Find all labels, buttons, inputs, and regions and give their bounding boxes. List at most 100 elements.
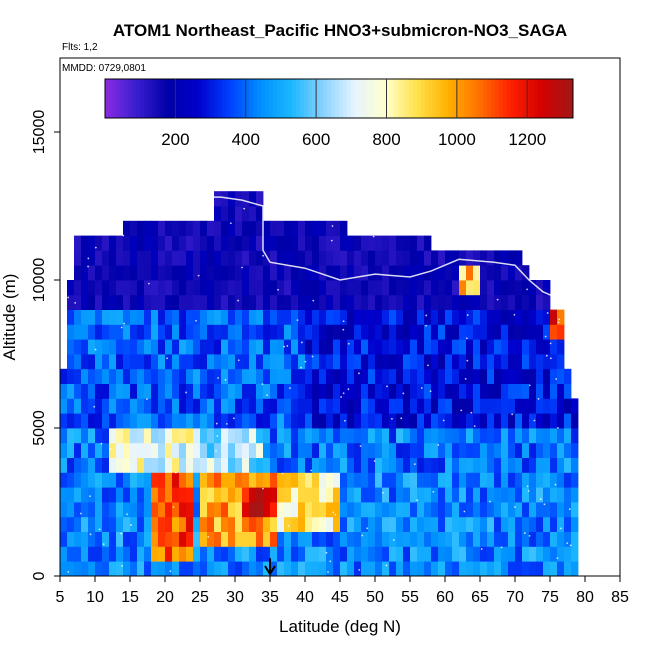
heatmap-cell [137, 354, 145, 370]
heatmap-cell [116, 383, 124, 399]
heatmap-cell [158, 502, 166, 518]
heatmap-cell [515, 457, 523, 473]
heatmap-cell [417, 457, 425, 473]
heatmap-cell [459, 561, 467, 577]
heatmap-cell [291, 502, 299, 518]
heatmap-cell [151, 561, 159, 577]
heatmap-cell [151, 324, 159, 340]
heatmap-cell [228, 398, 236, 414]
heatmap-cell [529, 368, 537, 384]
heatmap-cell [438, 457, 446, 473]
heatmap-cell [473, 516, 481, 532]
heatmap-cell [81, 561, 89, 577]
heatmap-cell [263, 220, 271, 236]
heatmap-cell [564, 457, 572, 473]
heatmap-cell [466, 516, 474, 532]
heatmap-cell [438, 294, 446, 310]
heatmap-cell [473, 354, 481, 370]
heatmap-cell [403, 294, 411, 310]
sample-point [224, 378, 227, 381]
heatmap-cell [228, 250, 236, 266]
heatmap-cell [354, 516, 362, 532]
heatmap-cell [473, 546, 481, 562]
sample-point [381, 491, 384, 494]
heatmap-cell [550, 516, 558, 532]
heatmap-cell [193, 413, 201, 429]
heatmap-cell [431, 457, 439, 473]
heatmap-cell [389, 398, 397, 414]
heatmap-cell [186, 398, 194, 414]
heatmap-cell [340, 472, 348, 488]
heatmap-cell [256, 206, 264, 222]
heatmap-cell [228, 220, 236, 236]
sample-point [243, 207, 246, 210]
heatmap-cell [396, 442, 404, 458]
heatmap-cell [354, 413, 362, 429]
sample-point [361, 534, 364, 537]
heatmap-cell [529, 561, 537, 577]
sample-point [432, 490, 435, 493]
heatmap-cell [95, 354, 103, 370]
heatmap-cell [319, 428, 327, 444]
heatmap-cell [235, 516, 243, 532]
heatmap-cell [508, 457, 516, 473]
heatmap-cell [501, 442, 509, 458]
heatmap-cell [319, 457, 327, 473]
heatmap-cell [228, 339, 236, 355]
heatmap-cell [298, 428, 306, 444]
heatmap-cell [354, 324, 362, 340]
heatmap-cell [137, 502, 145, 518]
heatmap-cell [228, 294, 236, 310]
heatmap-cell [214, 383, 222, 399]
colorbar-segment [323, 79, 328, 118]
heatmap-cell [431, 487, 439, 503]
heatmap-cell [333, 250, 341, 266]
heatmap-cell [235, 546, 243, 562]
colorbar-segment [397, 79, 402, 118]
heatmap-cell [109, 546, 117, 562]
heatmap-cell [60, 368, 68, 384]
heatmap-cell [312, 250, 320, 266]
heatmap-cell [480, 294, 488, 310]
heatmap-cell [88, 368, 96, 384]
heatmap-cell [347, 442, 355, 458]
heatmap-cell [263, 413, 271, 429]
heatmap-cell [179, 516, 187, 532]
heatmap-cell [200, 561, 208, 577]
heatmap-cell [144, 265, 152, 281]
heatmap-cell [193, 265, 201, 281]
heatmap-cell [494, 472, 502, 488]
heatmap-cell [270, 324, 278, 340]
heatmap-cell [501, 280, 509, 296]
heatmap-cell [333, 428, 341, 444]
heatmap-cell [130, 502, 138, 518]
heatmap-cell [207, 354, 215, 370]
heatmap-cell [543, 324, 551, 340]
heatmap-cell [158, 383, 166, 399]
heatmap-cell [207, 516, 215, 532]
heatmap-cell [235, 442, 243, 458]
heatmap-cell [403, 324, 411, 340]
heatmap-cell [165, 354, 173, 370]
heatmap-cell [179, 294, 187, 310]
heatmap-cell [487, 546, 495, 562]
heatmap-cell [60, 442, 68, 458]
heatmap-cell [438, 428, 446, 444]
heatmap-cell [116, 487, 124, 503]
heatmap-cell [305, 413, 313, 429]
colorbar-segment [370, 79, 375, 118]
sample-point [287, 524, 290, 527]
heatmap-cell [431, 502, 439, 518]
colorbar-segment [311, 79, 316, 118]
heatmap-cell [494, 428, 502, 444]
sample-point [169, 570, 172, 573]
heatmap-cell [431, 398, 439, 414]
y-axis-label: Altitude (m) [0, 274, 19, 361]
heatmap-cell [165, 265, 173, 281]
colorbar-segment [354, 79, 359, 118]
heatmap-cell [473, 502, 481, 518]
heatmap-cell [81, 428, 89, 444]
heatmap-cell [396, 487, 404, 503]
heatmap-cell [137, 309, 145, 325]
heatmap-cell [403, 516, 411, 532]
